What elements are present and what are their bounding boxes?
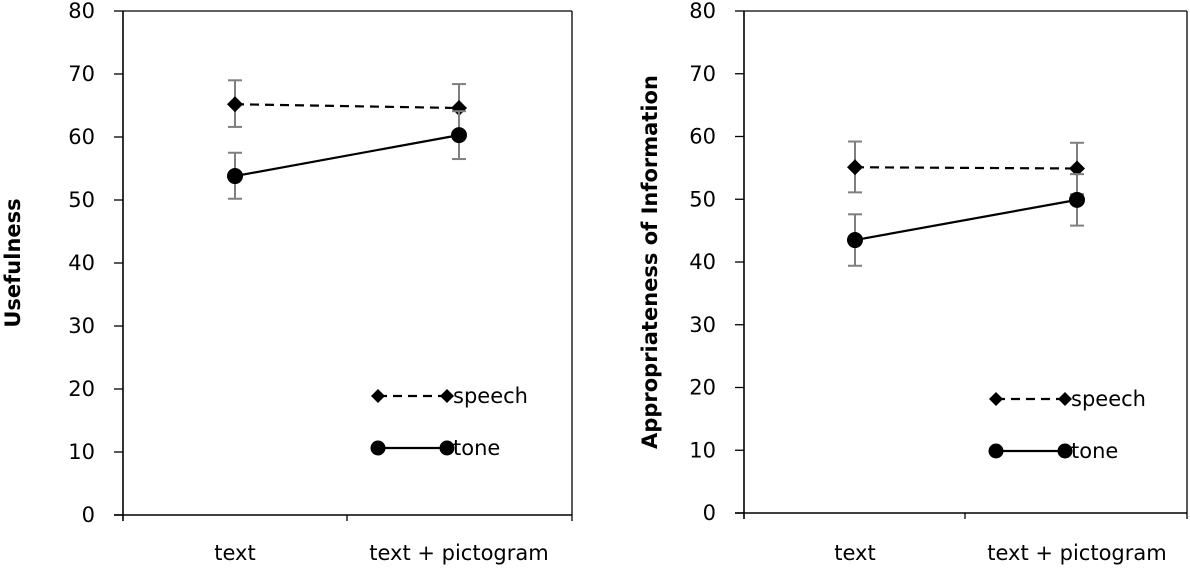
legend-circle-icon [988, 443, 1004, 459]
legend-circle-icon [439, 440, 455, 456]
circle-marker [1069, 191, 1085, 208]
y-tick-label: 70 [68, 62, 95, 86]
series-tone [227, 110, 467, 200]
y-tick-label: 40 [68, 251, 95, 275]
y-tick-label: 80 [68, 0, 95, 23]
legend-label: tone [453, 436, 500, 460]
series-line [854, 198, 1078, 242]
x-category-label: text + pictogram [369, 541, 548, 565]
series-line [234, 134, 460, 178]
y-tick-label: 80 [689, 0, 716, 23]
x-category-label: text [214, 541, 255, 565]
chart-panel-2: 0 10 20 30 40 50 60 70 80 text text + pictogram App… [638, 0, 1188, 565]
legend-circle-icon [370, 440, 386, 456]
legend-diamond-icon [440, 389, 454, 403]
y-axis-title: Appropriateness of Information [638, 75, 662, 449]
circle-marker [451, 127, 467, 144]
legend-label: tone [1071, 439, 1118, 463]
x-category-label: text [834, 541, 875, 565]
y-tick-label: 60 [689, 125, 716, 149]
x-category-label: text + pictogram [987, 541, 1166, 565]
series-line [854, 166, 1078, 170]
legend-item-speech: speech [371, 384, 528, 408]
y-tick-label: 60 [68, 125, 95, 149]
circle-marker [227, 168, 243, 185]
y-tick-label: 70 [689, 62, 716, 86]
circle-marker [847, 232, 863, 249]
legend-diamond-icon [989, 392, 1003, 406]
y-tick-label: 0 [82, 503, 95, 527]
diamond-marker [227, 96, 243, 113]
series-line [234, 103, 460, 110]
legend-item-tone: tone [988, 439, 1118, 463]
y-tick-label: 30 [68, 314, 95, 338]
diamond-marker [847, 159, 863, 176]
y-tick-label: 20 [68, 377, 95, 401]
y-axis-title: Usefulness [1, 198, 25, 327]
legend-diamond-icon [371, 389, 385, 403]
y-tick-label: 0 [703, 501, 716, 525]
legend-diamond-icon [1058, 392, 1072, 406]
y-tick-label: 40 [689, 250, 716, 274]
legend-label: speech [453, 384, 528, 408]
legend-item-tone: tone [370, 436, 500, 460]
series-tone [847, 173, 1085, 267]
legend-circle-icon [1057, 443, 1073, 459]
y-tick-label: 30 [689, 313, 716, 337]
chart-panel-1: 0 10 20 30 40 50 60 70 80 text text + pictogram Use… [1, 0, 573, 565]
legend-label: speech [1071, 387, 1146, 411]
y-tick-label: 20 [689, 376, 716, 400]
series-speech [227, 79, 467, 133]
legend-item-speech: speech [989, 387, 1146, 411]
y-tick-label: 10 [689, 438, 716, 462]
y-tick-label: 50 [68, 188, 95, 212]
y-tick-label: 50 [689, 187, 716, 211]
series-speech [847, 140, 1085, 196]
y-tick-label: 10 [68, 440, 95, 464]
diamond-marker [1069, 160, 1085, 177]
